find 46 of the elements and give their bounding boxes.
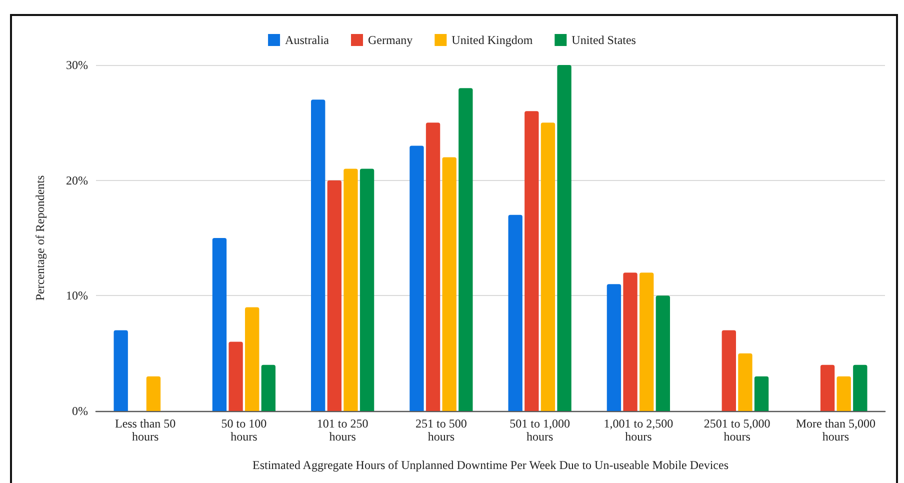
bar (311, 100, 326, 411)
bar (458, 88, 473, 411)
x-tick-label: 50 to 100 hours (221, 416, 267, 444)
bar (146, 376, 161, 411)
bar (360, 168, 374, 411)
bar (623, 272, 638, 411)
bar (410, 146, 424, 411)
y-tick-label: 20% (66, 173, 88, 188)
legend-label: United Kingdom (452, 33, 534, 47)
x-tick-label: 1,001 to 2,500 hours (604, 416, 674, 444)
x-tick-label: 101 to 250 hours (316, 416, 368, 444)
bar (442, 157, 456, 411)
bar (228, 342, 243, 411)
bar (606, 284, 622, 411)
bar (540, 122, 556, 411)
x-tick-label: 2501 to 5,000 hours (704, 416, 770, 444)
bar (836, 376, 851, 411)
bar (656, 296, 670, 411)
bar (261, 364, 276, 411)
bar (344, 168, 358, 411)
bar (508, 214, 522, 411)
y-axis-title: Percentage of Repondents (33, 175, 47, 301)
bar (557, 65, 572, 411)
y-tick-label: 10% (66, 288, 88, 303)
x-axis-title: Estimated Aggregate Hours of Unplanned Downtime Per Week Due to Un-useable Mobile Devices (252, 458, 729, 472)
legend-label: Australia (285, 33, 330, 47)
bar (524, 111, 539, 411)
y-tick-label: 0% (72, 404, 88, 418)
bar (853, 364, 868, 411)
bar (640, 272, 654, 411)
bar (722, 330, 736, 411)
x-tick-label: 501 to 1,000 hours (510, 416, 570, 444)
bar (426, 122, 440, 411)
bar (212, 238, 227, 411)
legend-label: United States (572, 33, 636, 47)
bar (114, 330, 128, 411)
bar (738, 353, 752, 411)
bar (327, 180, 342, 411)
x-tick-label: Less than 50 hours (114, 416, 176, 444)
bar (245, 307, 260, 411)
bar (754, 376, 769, 411)
x-tick-label: 251 to 500 hours (416, 416, 467, 444)
bar (820, 364, 835, 411)
y-tick-label: 30% (66, 58, 88, 72)
x-tick-label: More than 5,000 hours (796, 416, 876, 444)
legend-label: Germany (368, 33, 413, 47)
